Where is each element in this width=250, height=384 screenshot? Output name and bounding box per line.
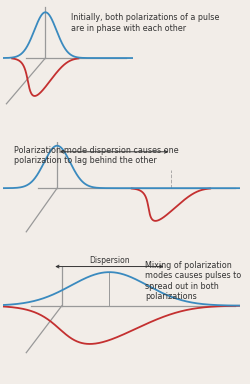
Text: Mixing of polarization
modes causes pulses to
spread out in both
polarizations: Mixing of polarization modes causes puls… (145, 261, 241, 301)
Text: Initially, both polarizations of a pulse
are in phase with each other: Initially, both polarizations of a pulse… (72, 13, 220, 33)
Text: Dispersion: Dispersion (89, 256, 130, 265)
Text: Polarization-mode dispersion causes one
polarization to lag behind the other: Polarization-mode dispersion causes one … (14, 146, 179, 165)
